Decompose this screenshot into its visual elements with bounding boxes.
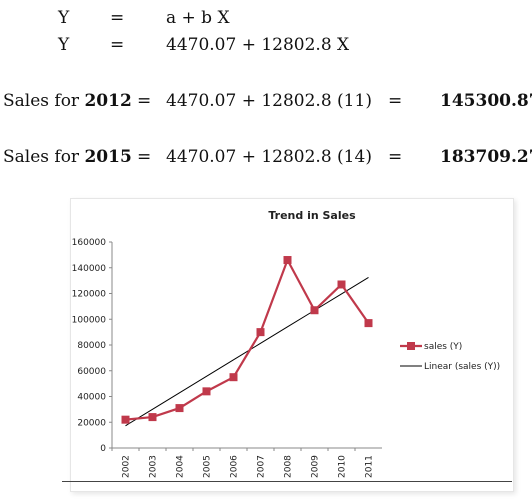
y-tick-label: 40000 — [77, 393, 106, 403]
sales-2012-expression: 4470.07 + 12802.8 (11) — [166, 91, 372, 111]
sales-point — [283, 256, 292, 265]
sales-2015-expression: 4470.07 + 12802.8 (14) — [166, 147, 372, 167]
legend-trend-label: Linear (sales (Y)) — [424, 362, 500, 372]
y-tick-label: 100000 — [72, 315, 107, 325]
sales-2015-equals: = — [137, 147, 152, 167]
x-tick-label: 2002 — [122, 455, 132, 478]
y-tick-label: 120000 — [72, 290, 107, 300]
legend-sales-label: sales (Y) — [424, 342, 462, 352]
sales-2012-equals-2: = — [388, 91, 403, 111]
sales-label-prefix: Sales for — [3, 91, 85, 111]
eq1-lhs: Y — [58, 8, 70, 28]
x-tick-label: 2007 — [257, 455, 267, 478]
sales-point — [229, 373, 238, 382]
sales-2015-result: 183709.27 — [440, 147, 532, 167]
sales-point — [364, 319, 373, 328]
sales-point — [337, 280, 346, 289]
sales-point — [148, 413, 157, 422]
sales-2012-result: 145300.87 — [440, 91, 532, 111]
sales-point — [175, 404, 184, 413]
eq2-rhs: 4470.07 + 12802.8 X — [166, 35, 350, 55]
sales-2012-equals: = — [137, 91, 152, 111]
x-tick-label: 2011 — [365, 455, 375, 478]
x-tick-label: 2009 — [311, 455, 321, 478]
y-tick-label: 160000 — [72, 238, 107, 248]
year-2012: 2012 — [84, 91, 132, 111]
sales-point — [256, 328, 265, 337]
x-tick-label: 2005 — [203, 455, 213, 478]
y-tick-label: 140000 — [72, 264, 107, 274]
chart-title: Trend in Sales — [268, 209, 356, 222]
chart-frame — [70, 198, 514, 492]
x-tick-label: 2004 — [176, 455, 186, 478]
x-tick-label: 2003 — [149, 455, 159, 478]
sales-line — [125, 257, 370, 421]
year-2015: 2015 — [84, 147, 132, 167]
sales-label-prefix: Sales for — [3, 147, 85, 167]
trend-line — [125, 276, 369, 427]
bottom-rule — [62, 481, 512, 482]
sales-2015-label: Sales for 2015 — [3, 147, 132, 167]
x-tick-label: 2008 — [284, 455, 294, 478]
eq1-equals: = — [110, 8, 125, 28]
sales-2012-label: Sales for 2012 — [3, 91, 132, 111]
y-tick-label: 80000 — [77, 341, 106, 351]
y-tick-label: 0 — [100, 444, 106, 454]
sales-point — [202, 387, 211, 396]
y-tick-label: 20000 — [77, 418, 106, 428]
eq2-lhs: Y — [58, 35, 70, 55]
x-tick-label: 2010 — [338, 455, 348, 478]
eq2-equals: = — [110, 35, 125, 55]
sales-point — [310, 306, 319, 315]
sales-2015-equals-2: = — [388, 147, 403, 167]
sales-point — [121, 415, 130, 424]
trend-in-sales-chart: Trend in Sales 0 20000 40000 60000 80000 1000… — [72, 209, 501, 478]
y-tick-label: 60000 — [77, 367, 106, 377]
x-tick-label: 2006 — [230, 455, 240, 478]
eq1-rhs: a + b X — [166, 8, 230, 28]
legend-sales-swatch-marker — [407, 342, 415, 350]
